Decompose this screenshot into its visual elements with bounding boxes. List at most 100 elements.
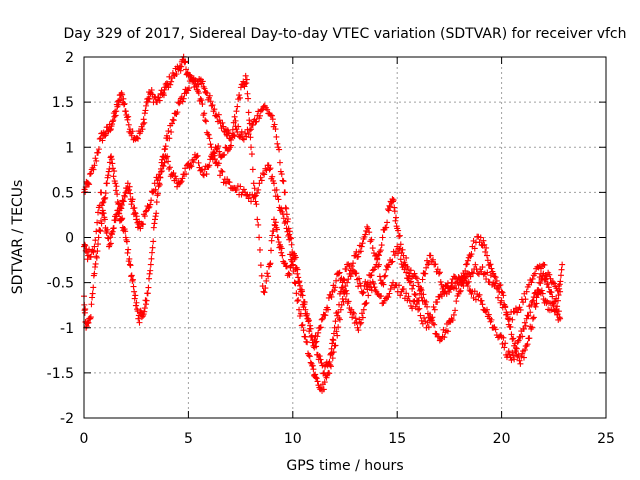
trace-marker xyxy=(384,219,391,226)
trace-marker xyxy=(173,175,180,182)
data-point-marker xyxy=(367,279,374,286)
trace-marker xyxy=(368,272,375,279)
trace-marker xyxy=(319,315,326,322)
trace-marker xyxy=(403,254,410,261)
trace-marker xyxy=(343,266,350,273)
trace-marker xyxy=(482,307,489,314)
trace-marker xyxy=(274,234,281,241)
data-point-marker xyxy=(431,306,438,313)
trace-marker xyxy=(418,294,425,301)
trace-marker xyxy=(112,112,119,119)
trace-marker xyxy=(468,290,475,297)
trace-marker xyxy=(355,327,362,334)
trace-marker xyxy=(360,289,367,296)
trace-marker xyxy=(301,299,308,306)
trace-marker xyxy=(339,284,346,291)
trace-marker xyxy=(384,264,391,271)
trace-marker xyxy=(336,269,343,276)
trace-marker xyxy=(516,304,523,311)
trace-marker xyxy=(479,301,486,308)
trace-marker xyxy=(256,112,263,119)
trace-marker xyxy=(317,356,324,363)
trace-marker xyxy=(228,142,235,149)
trace-marker xyxy=(480,271,487,278)
trace-marker xyxy=(385,294,392,301)
trace-marker xyxy=(487,261,494,268)
trace-marker xyxy=(254,190,261,197)
trace-marker xyxy=(238,191,245,198)
data-point-marker xyxy=(337,306,344,313)
trace-marker xyxy=(307,359,314,366)
trace-marker xyxy=(127,262,134,269)
trace-marker xyxy=(105,168,112,175)
trace-marker xyxy=(152,186,159,193)
trace-marker xyxy=(220,179,227,186)
data-point-marker xyxy=(131,288,138,295)
series-track-3 xyxy=(81,72,564,349)
trace-marker xyxy=(317,324,324,331)
trace-marker xyxy=(403,290,410,297)
trace-marker xyxy=(362,231,369,238)
trace-marker xyxy=(164,153,171,160)
trace-marker xyxy=(112,187,119,194)
trace-marker xyxy=(549,279,556,285)
trace-marker xyxy=(114,191,121,198)
trace-marker xyxy=(356,316,363,323)
data-point-marker xyxy=(331,324,338,331)
data-point-marker xyxy=(415,306,422,313)
trace-marker xyxy=(328,293,335,300)
trace-marker xyxy=(413,301,420,308)
trace-marker xyxy=(391,252,398,259)
trace-marker xyxy=(413,275,420,282)
trace-marker xyxy=(486,261,493,268)
trace-marker xyxy=(441,334,448,341)
trace-marker xyxy=(269,116,276,123)
trace-marker xyxy=(500,292,507,299)
trace-marker xyxy=(259,170,266,177)
trace-marker xyxy=(421,314,428,321)
trace-marker xyxy=(245,131,252,138)
trace-marker xyxy=(206,135,213,142)
trace-marker xyxy=(310,372,317,379)
y-tick-label: 1.5 xyxy=(52,95,74,111)
trace-marker xyxy=(282,189,289,196)
trace-marker xyxy=(551,280,558,287)
trace-marker xyxy=(533,294,540,301)
trace-marker xyxy=(386,202,393,209)
trace-marker xyxy=(193,82,200,89)
trace-marker xyxy=(501,344,508,351)
trace-marker xyxy=(274,193,281,200)
trace-marker xyxy=(436,269,443,276)
trace-marker xyxy=(391,208,398,215)
data-point-marker xyxy=(529,297,536,304)
trace-marker xyxy=(541,261,548,268)
trace-marker xyxy=(431,321,438,328)
trace-marker xyxy=(160,163,167,170)
data-point-marker xyxy=(415,279,422,286)
trace-marker xyxy=(529,324,536,331)
trace-marker xyxy=(261,171,268,178)
trace-marker xyxy=(197,95,204,102)
trace-marker xyxy=(557,272,564,279)
trace-marker xyxy=(556,314,563,321)
trace-marker xyxy=(307,333,314,340)
trace-marker xyxy=(466,287,473,294)
trace-marker xyxy=(380,281,387,288)
trace-marker xyxy=(82,306,89,313)
trace-marker xyxy=(359,290,366,297)
trace-marker xyxy=(118,205,125,212)
trace-marker xyxy=(129,196,136,203)
trace-marker xyxy=(111,178,118,185)
trace-marker xyxy=(267,260,274,267)
trace-marker xyxy=(215,111,222,118)
trace-marker xyxy=(183,171,190,178)
trace-marker xyxy=(268,237,275,244)
axis-ticks xyxy=(83,56,607,419)
trace-marker xyxy=(276,146,283,153)
trace-marker xyxy=(191,151,198,158)
trace-marker xyxy=(233,186,240,193)
y-tick-label: 2 xyxy=(65,50,74,66)
trace-marker xyxy=(141,305,148,312)
trace-marker xyxy=(433,331,440,338)
trace-marker xyxy=(147,267,154,274)
